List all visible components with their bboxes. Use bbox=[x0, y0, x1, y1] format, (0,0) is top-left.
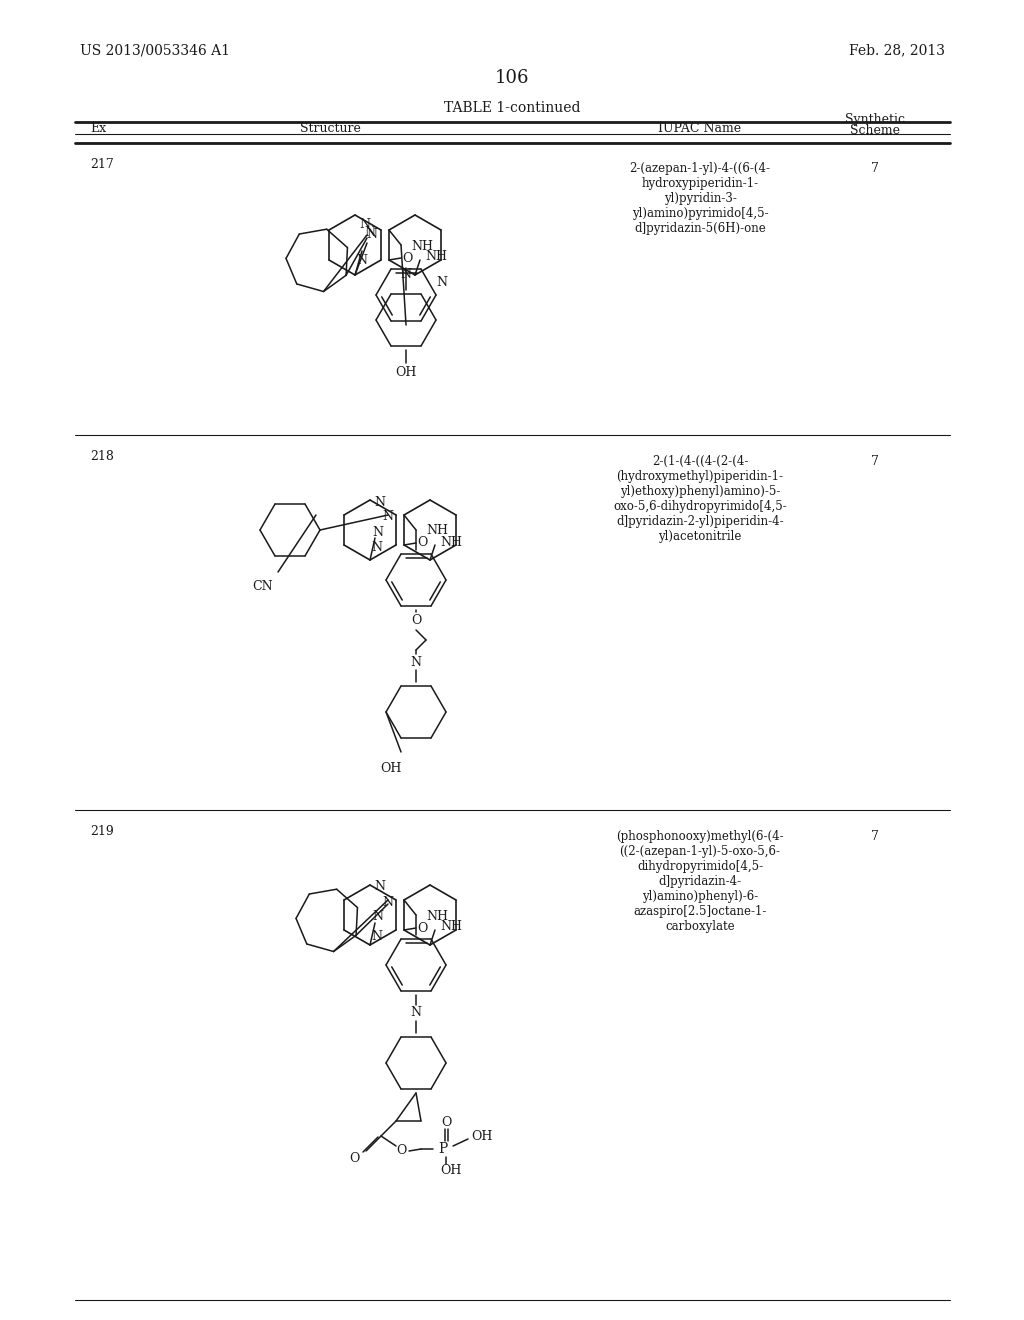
Text: 2-(1-(4-((4-(2-(4-
(hydroxymethyl)piperidin-1-
yl)ethoxy)phenyl)amino)-5-
oxo-5,: 2-(1-(4-((4-(2-(4- (hydroxymethyl)piperi… bbox=[613, 455, 786, 543]
Text: NH: NH bbox=[440, 536, 462, 549]
Text: 217: 217 bbox=[90, 158, 114, 172]
Text: O: O bbox=[396, 1144, 407, 1158]
Text: OH: OH bbox=[471, 1130, 493, 1143]
Text: Synthetic: Synthetic bbox=[845, 114, 905, 127]
Text: N: N bbox=[372, 931, 383, 944]
Text: 2-(azepan-1-yl)-4-((6-(4-
hydroxypiperidin-1-
yl)pyridin-3-
yl)amino)pyrimido[4,: 2-(azepan-1-yl)-4-((6-(4- hydroxypiperid… bbox=[630, 162, 770, 235]
Text: O: O bbox=[411, 614, 421, 627]
Text: OH: OH bbox=[380, 762, 401, 775]
Text: 219: 219 bbox=[90, 825, 114, 838]
Text: N: N bbox=[400, 268, 412, 281]
Text: IUPAC Name: IUPAC Name bbox=[658, 121, 741, 135]
Text: N: N bbox=[373, 911, 384, 924]
Text: NH: NH bbox=[440, 920, 462, 933]
Text: 106: 106 bbox=[495, 69, 529, 87]
Text: NH: NH bbox=[426, 909, 449, 923]
Text: NH: NH bbox=[425, 251, 447, 264]
Text: CN: CN bbox=[253, 581, 273, 594]
Text: N: N bbox=[375, 495, 385, 508]
Text: Feb. 28, 2013: Feb. 28, 2013 bbox=[849, 44, 945, 57]
Text: Scheme: Scheme bbox=[850, 124, 900, 137]
Text: O: O bbox=[417, 921, 427, 935]
Text: O: O bbox=[349, 1152, 359, 1166]
Text: N: N bbox=[372, 541, 383, 554]
Text: N: N bbox=[383, 895, 393, 908]
Text: O: O bbox=[401, 252, 413, 264]
Text: TABLE 1-continued: TABLE 1-continued bbox=[443, 102, 581, 115]
Text: 7: 7 bbox=[871, 830, 879, 843]
Text: N: N bbox=[359, 218, 371, 231]
Text: N: N bbox=[367, 228, 378, 242]
Text: US 2013/0053346 A1: US 2013/0053346 A1 bbox=[80, 44, 230, 57]
Text: O: O bbox=[440, 1115, 452, 1129]
Text: N: N bbox=[411, 1006, 422, 1019]
Text: N: N bbox=[356, 253, 368, 267]
Text: N: N bbox=[436, 276, 447, 289]
Text: (phosphonooxy)methyl(6-(4-
((2-(azepan-1-yl)-5-oxo-5,6-
dihydropyrimido[4,5-
d]p: (phosphonooxy)methyl(6-(4- ((2-(azepan-1… bbox=[616, 830, 783, 933]
Text: N: N bbox=[373, 525, 384, 539]
Text: 7: 7 bbox=[871, 162, 879, 176]
Text: N: N bbox=[411, 656, 422, 668]
Text: OH: OH bbox=[395, 367, 417, 380]
Text: Structure: Structure bbox=[300, 121, 360, 135]
Text: N: N bbox=[365, 227, 376, 239]
Text: P: P bbox=[438, 1142, 447, 1156]
Text: NH: NH bbox=[426, 524, 449, 537]
Text: NH: NH bbox=[411, 239, 433, 252]
Text: 7: 7 bbox=[871, 455, 879, 469]
Text: N: N bbox=[383, 511, 393, 524]
Text: O: O bbox=[417, 536, 427, 549]
Text: 218: 218 bbox=[90, 450, 114, 463]
Text: Ex: Ex bbox=[90, 121, 106, 135]
Text: OH: OH bbox=[440, 1164, 462, 1177]
Text: N: N bbox=[375, 880, 385, 894]
